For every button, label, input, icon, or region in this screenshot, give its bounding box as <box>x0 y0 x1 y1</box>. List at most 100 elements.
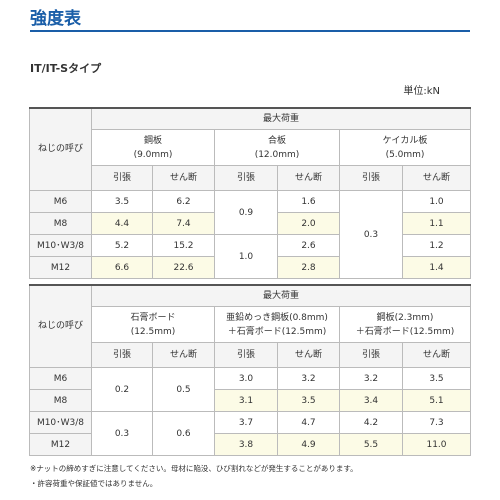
table-cell: 最大荷重 <box>91 284 471 307</box>
cell-text: 0.5 <box>176 384 191 395</box>
table-cell: 鋼板 (9.0mm) <box>91 129 215 166</box>
cell-text: 0.3 <box>363 229 379 240</box>
cell-text: M10･W3/8 <box>36 240 85 251</box>
title-rule <box>30 30 470 32</box>
cell-text: 5.2 <box>114 240 130 251</box>
cell-text: 鋼板 <box>143 135 162 146</box>
cell-text: 3.5 <box>429 373 444 384</box>
cell-text: 2.6 <box>301 240 316 251</box>
table-cell: 5.5 <box>339 433 403 456</box>
table-cell: 3.2 <box>339 367 403 390</box>
cell-text: 6.6 <box>114 262 130 273</box>
cell-text: 6.2 <box>176 196 191 207</box>
table-cell: 4.9 <box>277 433 340 456</box>
table-top-rule <box>29 284 471 286</box>
table-cell: 3.1 <box>214 389 278 412</box>
table-cell: せん断 <box>402 342 471 368</box>
cell-text: 0.3 <box>114 428 130 439</box>
table-cell: 1.6 <box>277 190 340 213</box>
table-cell: 引張 <box>214 165 278 191</box>
cell-text: 4.2 <box>363 417 379 428</box>
table-cell: 引張 <box>91 165 153 191</box>
cell-text: せん断 <box>169 173 197 183</box>
cell-text: せん断 <box>422 350 450 360</box>
cell-text: 3.5 <box>114 196 130 207</box>
cell-text: せん断 <box>422 173 450 183</box>
table-cell: 引張 <box>339 342 403 368</box>
table-cell: 4.7 <box>277 411 340 434</box>
title: 強度表 <box>30 9 81 29</box>
cell-text: M12 <box>50 262 71 273</box>
cell-text: 鋼板(2.3mm) <box>376 312 434 323</box>
cell-text: 5.5 <box>363 439 379 450</box>
table-cell: M8 <box>29 389 92 412</box>
cell-text: 4.9 <box>301 439 316 450</box>
cell-text: M8 <box>53 395 68 406</box>
table-cell: 引張 <box>339 165 403 191</box>
table-cell: 2.0 <box>277 212 340 235</box>
table-cell: 5.2 <box>91 234 153 257</box>
cell-text: 1.6 <box>301 196 316 207</box>
table-cell: 6.2 <box>152 190 215 213</box>
table-cell: 3.5 <box>402 367 471 390</box>
table-cell: 11.0 <box>402 433 471 456</box>
table-cell: 1.2 <box>402 234 471 257</box>
table-cell: 1.0 <box>402 190 471 213</box>
table-cell: 3.7 <box>214 411 278 434</box>
table-cell: 亜鉛めっき鋼板(0.8mm) ＋石膏ボード(12.5mm) <box>214 306 340 343</box>
table-cell: 2.8 <box>277 256 340 279</box>
cell-text: 3.1 <box>238 395 254 406</box>
table-cell: 石膏ボード (12.5mm) <box>91 306 215 343</box>
table-cell: せん断 <box>402 165 471 191</box>
table-cell: 4.4 <box>91 212 153 235</box>
cell-text: (5.0mm) <box>385 149 425 160</box>
table-cell: M8 <box>29 212 92 235</box>
cell-text: (12.5mm) <box>130 326 176 337</box>
table-cell: M10･W3/8 <box>29 411 92 434</box>
table-cell: 3.2 <box>277 367 340 390</box>
cell-text: ねじの呼び <box>37 321 83 331</box>
cell-text: 引張 <box>112 350 131 360</box>
cell-text: (9.0mm) <box>133 149 173 160</box>
table-cell: M12 <box>29 256 92 279</box>
table-cell: せん断 <box>152 342 215 368</box>
cell-text: 引張 <box>361 173 380 183</box>
cell-text: ねじの呼び <box>37 144 83 154</box>
cell-text: せん断 <box>294 173 322 183</box>
cell-text: 引張 <box>112 173 131 183</box>
table-cell: 0.9 <box>214 190 278 235</box>
table-cell: 0.2 <box>91 367 153 412</box>
cell-text: (12.0mm) <box>254 149 300 160</box>
table-cell: せん断 <box>277 342 340 368</box>
table-cell: ケイカル板 (5.0mm) <box>339 129 471 166</box>
table-cell: 3.5 <box>91 190 153 213</box>
cell-text: 合板 <box>267 135 286 146</box>
cell-text: 15.2 <box>173 240 194 251</box>
table-cell: M12 <box>29 433 92 456</box>
cell-text: 4.7 <box>301 417 316 428</box>
cell-text: 3.8 <box>238 439 254 450</box>
cell-text: 7.3 <box>429 417 444 428</box>
note: ※ナットの締めすぎに注意してください。母材に陥没、ひび割れなどが発生することがあ… <box>30 464 358 473</box>
table-cell: 引張 <box>214 342 278 368</box>
cell-text: せん断 <box>169 350 197 360</box>
cell-text: M10･W3/8 <box>36 417 85 428</box>
table-cell: ねじの呼び <box>29 107 92 191</box>
table-cell: 鋼板(2.3mm) ＋石膏ボード(12.5mm) <box>339 306 471 343</box>
cell-text: ＋石膏ボード(12.5mm) <box>227 326 327 337</box>
table-cell: せん断 <box>277 165 340 191</box>
cell-text: 22.6 <box>173 262 194 273</box>
cell-text: 引張 <box>236 350 255 360</box>
cell-text: 3.7 <box>238 417 254 428</box>
table-cell: 1.1 <box>402 212 471 235</box>
cell-text: 0.9 <box>238 207 254 218</box>
cell-text: ＋石膏ボード(12.5mm) <box>355 326 455 337</box>
cell-text: 1.0 <box>238 251 254 262</box>
table-cell: 7.3 <box>402 411 471 434</box>
table-cell: 5.1 <box>402 389 471 412</box>
cell-text: 3.0 <box>238 373 254 384</box>
table-cell: 6.6 <box>91 256 153 279</box>
cell-text: M6 <box>53 196 68 207</box>
table-cell: 1.4 <box>402 256 471 279</box>
cell-text: 1.4 <box>429 262 444 273</box>
